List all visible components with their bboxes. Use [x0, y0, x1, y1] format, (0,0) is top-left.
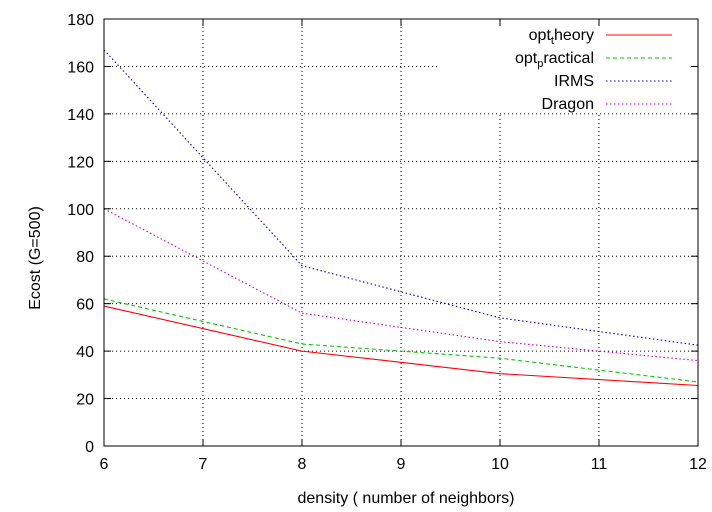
- legend-label: Dragon: [542, 96, 594, 113]
- x-tick-label: 9: [397, 456, 406, 473]
- x-tick-label: 6: [100, 456, 109, 473]
- y-tick-label: 160: [67, 59, 94, 76]
- y-tick-label: 0: [85, 439, 94, 456]
- legend-label-tail: heory: [554, 27, 594, 44]
- legend-label-subscript: t: [551, 35, 554, 47]
- x-tick-label: 11: [591, 456, 608, 473]
- y-tick-label: 40: [76, 344, 94, 361]
- x-tick-label: 12: [689, 456, 707, 473]
- legend-label-main: opt: [515, 50, 538, 67]
- legend-label-subscript: p: [537, 58, 543, 70]
- legend-label-main: IRMS: [554, 73, 594, 90]
- y-tick-label: 180: [67, 12, 94, 29]
- x-tick-label: 8: [298, 456, 307, 473]
- legend-label-main: Dragon: [542, 96, 594, 113]
- y-tick-label: 60: [76, 297, 94, 314]
- legend-label: optpractical: [515, 50, 594, 70]
- y-tick-label: 100: [67, 202, 94, 219]
- y-tick-label: 140: [67, 107, 94, 124]
- legend-label-tail: ractical: [543, 50, 594, 67]
- y-tick-label: 120: [67, 154, 94, 171]
- x-tick-label: 7: [199, 456, 208, 473]
- x-tick-label: 10: [491, 456, 509, 473]
- legend-background: [440, 17, 690, 113]
- y-axis-label: Ecost (G=500): [27, 206, 44, 310]
- y-tick-label: 80: [76, 249, 94, 266]
- series-line: [103, 298, 699, 383]
- x-axis-label: density ( number of neighbors): [298, 490, 515, 507]
- legend-label-main: opt: [529, 27, 552, 44]
- series-line: [103, 305, 699, 387]
- legend-label: opttheory: [529, 27, 594, 47]
- legend-label: IRMS: [554, 73, 594, 90]
- series-lines: [103, 49, 699, 387]
- y-tick-label: 20: [76, 392, 94, 409]
